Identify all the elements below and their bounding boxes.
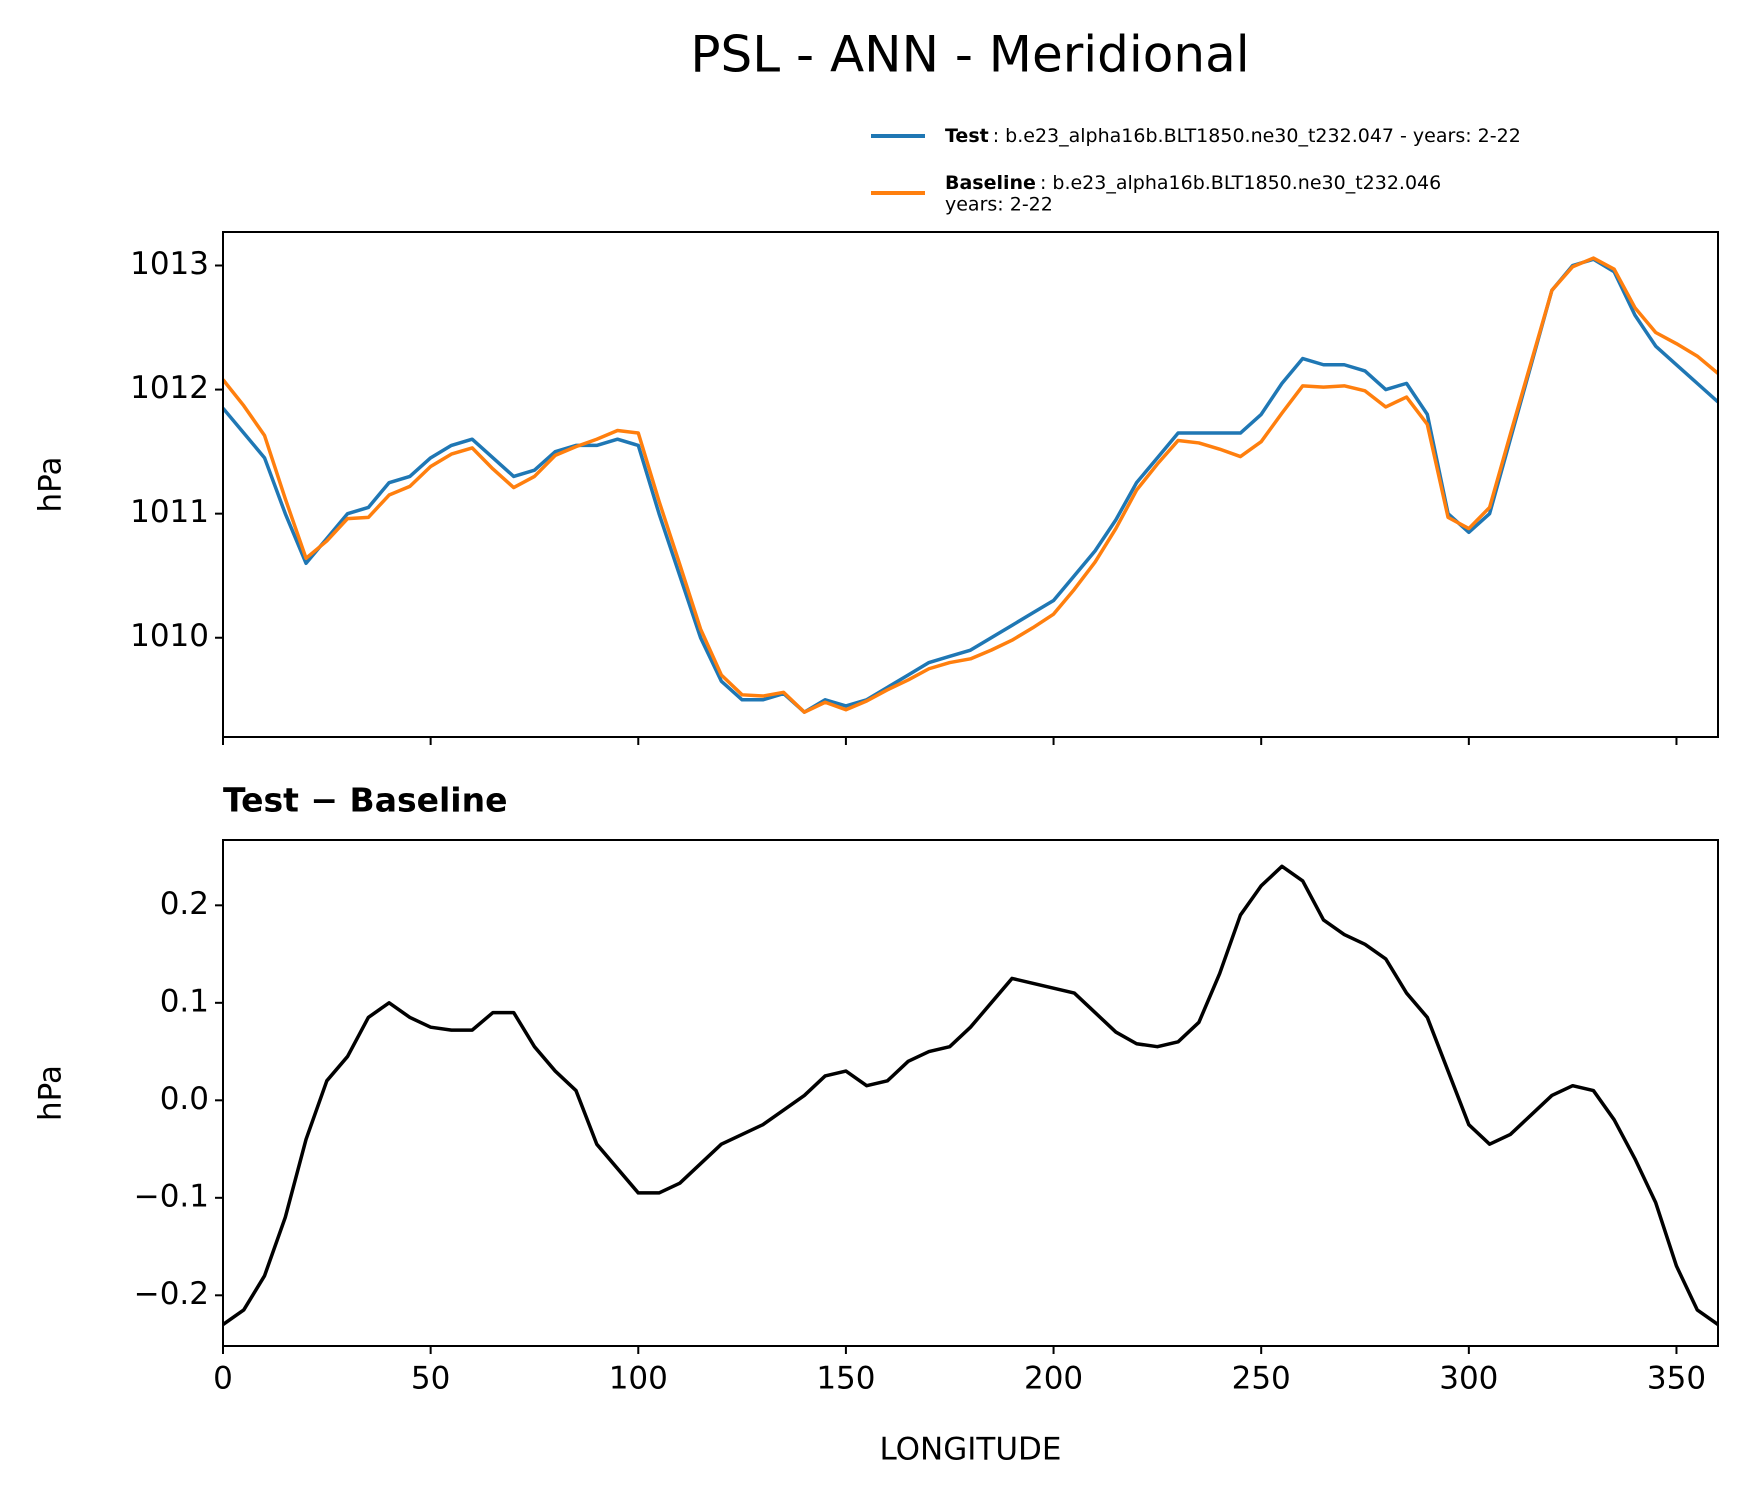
figure-title: PSL - ANN - Meridional <box>690 26 1249 84</box>
panel-title: Test − Baseline <box>223 781 508 820</box>
legend-entry: Baseline: b.e23_alpha16b.BLT1850.ne30_t2… <box>945 172 1441 194</box>
x-axis-label: LONGITUDE <box>879 1432 1061 1468</box>
y-tick-label: 1013 <box>130 246 209 282</box>
y-tick-label: 0.1 <box>160 983 209 1019</box>
y-tick-label: 1011 <box>130 494 209 530</box>
y-tick-label: −0.2 <box>134 1276 209 1312</box>
legend-description: : b.e23_alpha16b.BLT1850.ne30_t232.047 -… <box>993 125 1521 147</box>
y-axis-label: hPa <box>33 1065 69 1121</box>
y-tick-label: 0.0 <box>160 1081 209 1117</box>
y-axis-label: hPa <box>33 457 69 513</box>
y-tick-label: −0.1 <box>134 1178 209 1214</box>
plot-frame <box>222 231 1719 738</box>
y-tick-label: 1012 <box>130 370 209 406</box>
x-tick-label: 0 <box>213 1361 233 1397</box>
y-tick-label: 0.2 <box>160 886 209 922</box>
legend-description: years: 2-22 <box>945 194 1053 216</box>
x-tick-label: 250 <box>1232 1361 1291 1397</box>
legend-name: Baseline <box>945 172 1036 194</box>
series-line <box>223 257 1718 714</box>
x-tick-label: 300 <box>1439 1361 1498 1397</box>
series-line <box>223 864 1718 1326</box>
x-tick-label: 50 <box>411 1361 450 1397</box>
plot-frame <box>222 839 1719 1347</box>
series-line <box>223 256 1718 714</box>
x-tick-label: 350 <box>1647 1361 1706 1397</box>
legend-name: Test <box>945 125 989 147</box>
x-tick-label: 150 <box>816 1361 875 1397</box>
y-tick-label: 1010 <box>130 618 209 654</box>
legend-entry: Test: b.e23_alpha16b.BLT1850.ne30_t232.0… <box>945 125 1521 147</box>
legend-description: : b.e23_alpha16b.BLT1850.ne30_t232.046 <box>1040 172 1441 194</box>
x-tick-label: 100 <box>609 1361 668 1397</box>
x-tick-label: 200 <box>1024 1361 1083 1397</box>
